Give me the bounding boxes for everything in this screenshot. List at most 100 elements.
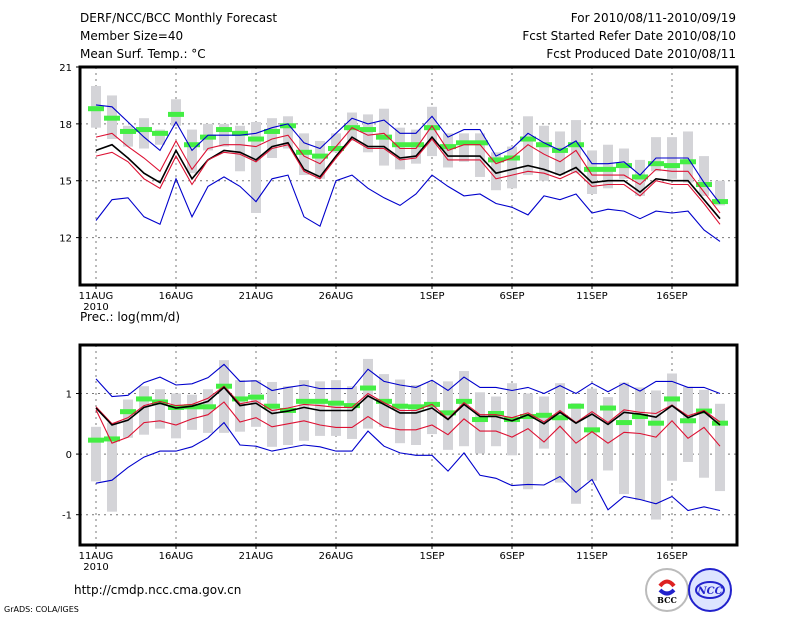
- range-bar: [491, 396, 501, 447]
- climatology-mark: [440, 410, 456, 416]
- climatology-mark: [664, 163, 680, 169]
- range-bar: [443, 381, 453, 450]
- ncc-logo: NCC: [688, 568, 732, 612]
- range-bar: [107, 422, 117, 512]
- climatology-mark: [200, 404, 216, 410]
- x-tick-label: 6SEP: [499, 551, 524, 562]
- range-bar: [683, 386, 693, 462]
- climatology-mark: [456, 398, 472, 404]
- climatology-mark: [536, 412, 552, 418]
- climatology-mark: [360, 385, 376, 391]
- y-tick-label: -1: [62, 511, 72, 522]
- range-bar: [395, 379, 405, 444]
- start-date: Fcst Started Refer Date 2010/08/10: [522, 29, 736, 43]
- range-bar: [283, 386, 293, 445]
- member-size-label: Member Size=40: [80, 29, 184, 43]
- range-bar: [715, 180, 725, 206]
- range-bar: [203, 389, 213, 433]
- year-label: 2010: [83, 562, 108, 573]
- x-tick-label: 1SEP: [419, 551, 444, 562]
- climatology-mark: [360, 127, 376, 133]
- grads-credit: GrADS: COLA/IGES: [4, 605, 79, 614]
- climatology-mark: [632, 174, 648, 180]
- climatology-mark: [456, 140, 472, 146]
- x-tick-label: 16AUG: [159, 291, 194, 302]
- range-bar: [683, 131, 693, 183]
- climatology-mark: [184, 142, 200, 148]
- range-bar: [523, 393, 533, 490]
- x-tick-label: 1SEP: [419, 291, 444, 302]
- range-bar: [555, 131, 565, 176]
- y-tick-label: 18: [59, 120, 72, 131]
- year-label: 2010: [83, 302, 108, 313]
- range-bar: [523, 116, 533, 176]
- range-bar: [619, 382, 629, 495]
- climatology-mark: [88, 437, 104, 443]
- series-line-lower: [95, 138, 721, 225]
- forecast-period: For 2010/08/11-2010/09/19: [570, 11, 736, 25]
- climatology-mark: [552, 415, 568, 421]
- climatology-mark: [280, 123, 296, 129]
- precip-variable-label: Prec.: log(mm/d): [80, 310, 181, 324]
- range-bar: [187, 129, 197, 174]
- range-bar: [235, 125, 245, 172]
- climatology-mark: [440, 144, 456, 150]
- climatology-mark: [488, 410, 504, 416]
- bcc-logo: BCC: [645, 568, 689, 612]
- climatology-mark: [488, 157, 504, 163]
- plot-frame: [78, 65, 739, 287]
- climatology-mark: [264, 128, 280, 134]
- climatology-mark: [136, 127, 152, 133]
- climatology-mark: [664, 396, 680, 402]
- range-bar: [635, 387, 645, 501]
- x-tick-label: 26AUG: [319, 291, 354, 302]
- range-bar: [187, 394, 197, 430]
- range-bar: [715, 403, 725, 492]
- climatology-mark: [696, 182, 712, 188]
- range-bar: [171, 393, 181, 439]
- climatology-mark: [216, 127, 232, 133]
- range-bar: [555, 383, 565, 483]
- climatology-mark: [504, 417, 520, 423]
- range-bar: [411, 385, 421, 445]
- x-tick-label: 6SEP: [499, 291, 524, 302]
- range-bar: [587, 388, 597, 481]
- source-url[interactable]: http://cmdp.ncc.cma.gov.cn: [74, 583, 242, 597]
- y-tick-label: 21: [59, 63, 72, 74]
- panel-precipitation: -1 0 1 11AUG 16AUG 21AUG 26AUG 1SEP 6SEP 11SEP 16S…: [62, 343, 739, 573]
- x-tick-label: 11AUG: [79, 291, 114, 302]
- range-bar: [507, 146, 517, 189]
- climatology-mark: [424, 125, 440, 131]
- climatology-mark: [584, 166, 600, 172]
- series-line-max: [95, 104, 721, 204]
- range-bar: [603, 144, 613, 189]
- range-bar: [347, 386, 357, 439]
- climatology-mark: [520, 414, 536, 420]
- climatology-mark: [344, 403, 360, 409]
- climatology-mark: [264, 403, 280, 409]
- range-bar: [283, 116, 293, 149]
- range-bar: [139, 118, 149, 149]
- climatology-mark: [120, 128, 136, 134]
- y-tick-label: 15: [59, 177, 72, 188]
- range-bar: [475, 392, 485, 454]
- range-bar: [459, 133, 469, 162]
- range-bar: [267, 381, 277, 447]
- climatology-mark: [376, 134, 392, 140]
- range-bar: [699, 389, 709, 478]
- climatology-mark: [88, 106, 104, 112]
- climatology-mark: [392, 142, 408, 148]
- climatology-mark: [408, 142, 424, 148]
- range-bar: [667, 373, 677, 481]
- range-bar: [459, 371, 469, 447]
- climatology-mark: [232, 130, 248, 136]
- x-tick-label: 21AUG: [239, 291, 274, 302]
- climatology-mark: [232, 396, 248, 402]
- climatology-mark: [600, 166, 616, 172]
- range-bar: [299, 380, 309, 441]
- chart-title: DERF/NCC/BCC Monthly Forecast: [80, 11, 278, 25]
- climatology-mark: [648, 161, 664, 167]
- climatology-mark: [104, 436, 120, 442]
- climatology-mark: [200, 134, 216, 140]
